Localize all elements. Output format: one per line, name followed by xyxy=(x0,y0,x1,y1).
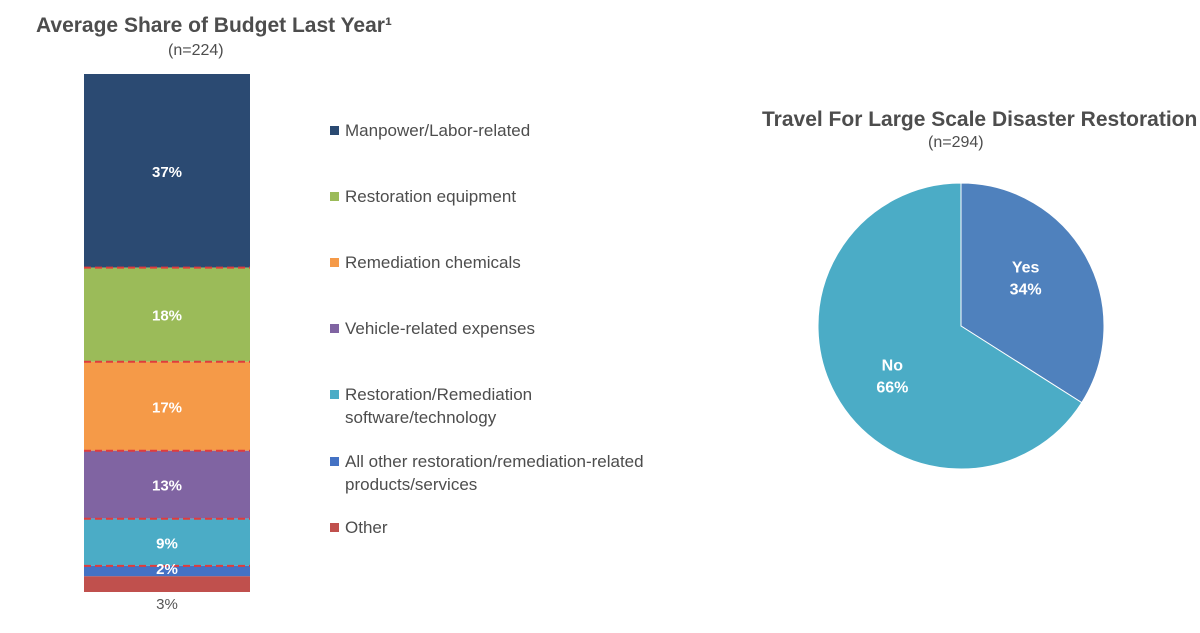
pie-value-label: 66% xyxy=(876,379,908,396)
bar-segment-all-other xyxy=(84,565,250,577)
stacked-chart-subtitle: (n=224) xyxy=(168,42,224,59)
legend-swatch xyxy=(330,523,339,532)
pie-slice-no xyxy=(817,182,1083,470)
bar-segment-manpower xyxy=(84,74,250,268)
pie-chart-title: Travel For Large Scale Disaster Restorat… xyxy=(762,108,1198,131)
legend-swatch xyxy=(330,126,339,135)
legend-swatch xyxy=(330,258,339,267)
pie-category-label: Yes xyxy=(1012,260,1040,277)
bar-data-label: 3% xyxy=(156,596,178,613)
bar-data-label: 18% xyxy=(152,308,182,325)
legend-label: All other restoration/remediation-relate… xyxy=(345,452,644,494)
legend-label: Remediation chemicals xyxy=(345,253,521,272)
bar-data-label: 9% xyxy=(156,535,178,552)
bar-segment-equipment xyxy=(84,267,250,362)
bar-data-label: 13% xyxy=(152,478,182,495)
legend-label: Restoration/Remediation software/technol… xyxy=(345,385,533,427)
stacked-chart-title: Average Share of Budget Last Year¹ xyxy=(36,14,392,37)
legend-label: Other xyxy=(345,518,388,537)
legend-label: Manpower/Labor-related xyxy=(345,121,531,140)
bar-data-label: 17% xyxy=(152,399,182,416)
pie-category-label: No xyxy=(882,357,904,374)
legend-label: Restoration equipment xyxy=(345,187,517,206)
pie-chart-subtitle: (n=294) xyxy=(928,134,984,151)
bar-segment-vehicle xyxy=(84,450,250,519)
legend-swatch xyxy=(330,324,339,333)
bar-segment-software xyxy=(84,518,250,566)
legend-swatch xyxy=(330,390,339,399)
legend-label: Vehicle-related expenses xyxy=(345,319,535,338)
stacked-bar-chart: 37% 18% 17% 13% 9% 2% 3% xyxy=(84,74,250,613)
bar-data-label: 37% xyxy=(152,164,182,181)
bar-segment-other xyxy=(84,576,250,592)
bar-data-label: 2% xyxy=(156,561,178,578)
pie-slice-yes xyxy=(960,182,1105,404)
pie-value-label: 34% xyxy=(1010,282,1042,299)
legend-swatch xyxy=(330,192,339,201)
legend-swatch xyxy=(330,457,339,466)
bar-segment-chemicals xyxy=(84,361,250,451)
